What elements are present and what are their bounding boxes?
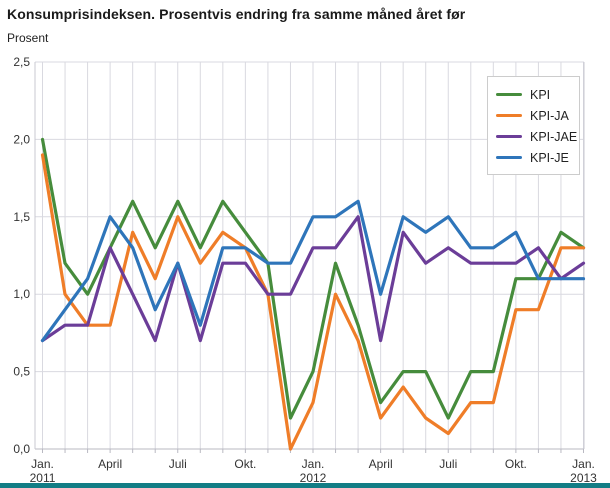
legend: KPI KPI-JA KPI-JAE KPI-JE: [487, 76, 580, 175]
y-axis-tick-label: 2,5: [13, 55, 30, 69]
legend-item-kpi-je[interactable]: KPI-JE: [496, 147, 571, 168]
x-axis-tick-label: Jan.: [31, 457, 54, 471]
legend-item-kpi-jae[interactable]: KPI-JAE: [496, 126, 577, 147]
legend-label: KPI-JE: [530, 150, 569, 165]
x-axis-year-label: 2011: [30, 471, 56, 485]
kpi-je-legend-swatch: [496, 156, 522, 159]
y-axis-tick-label: 0,5: [13, 365, 30, 379]
kpi-ja-line: [40, 153, 586, 451]
x-axis-tick-label: April: [98, 457, 122, 471]
legend-item-kpi-ja[interactable]: KPI-JA: [496, 105, 571, 126]
kpi-legend-swatch: [496, 93, 522, 96]
x-axis-tick-label: April: [369, 457, 393, 471]
legend-label: KPI-JA: [530, 108, 569, 123]
x-axis-year-label: 2013: [570, 471, 597, 485]
x-axis-tick-label: Okt.: [505, 457, 527, 471]
legend-item-kpi[interactable]: KPI: [496, 84, 571, 105]
y-axis-tick-label: 0,0: [13, 442, 30, 456]
x-axis-tick-label: Jan.: [302, 457, 325, 471]
chart-title: Konsumprisindeksen. Prosentvis endring f…: [7, 6, 466, 22]
legend-label: KPI: [530, 87, 551, 102]
kpi-line: [40, 137, 586, 420]
x-axis-tick-label: Jan.: [572, 457, 595, 471]
y-axis-tick-label: 1,5: [13, 210, 30, 224]
y-axis-tick-label: 1,0: [13, 287, 30, 301]
x-axis-tick-label: Juli: [439, 457, 457, 471]
kpi-ja-legend-swatch: [496, 114, 522, 117]
y-axis-tick-label: 2,0: [13, 132, 30, 146]
kpi-jae-legend-swatch: [496, 135, 522, 138]
x-axis-tick-label: Okt.: [234, 457, 256, 471]
legend-label: KPI-JAE: [530, 129, 578, 144]
kpi-jae-line: [40, 215, 586, 343]
y-axis-unit-label: Prosent: [7, 31, 49, 45]
kpi-je-line: [40, 199, 586, 343]
x-axis-tick-label: Juli: [169, 457, 187, 471]
footer-accent-bar: [0, 483, 610, 488]
x-axis-year-label: 2012: [300, 471, 327, 485]
